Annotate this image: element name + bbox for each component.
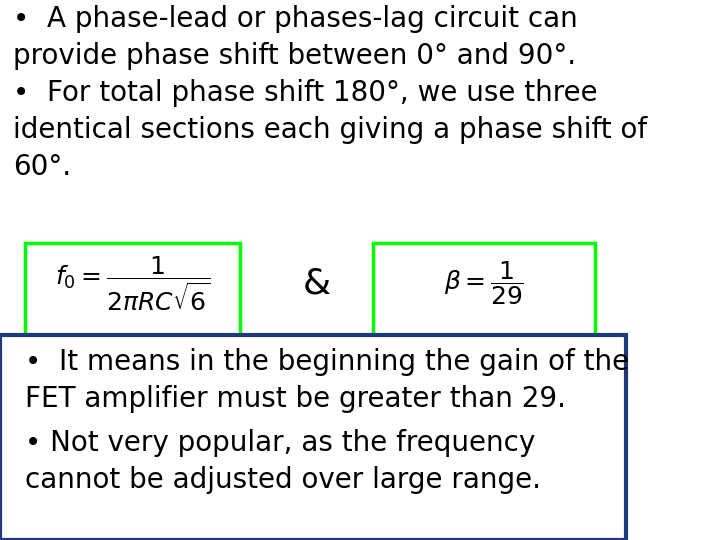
FancyBboxPatch shape <box>0 335 626 540</box>
Text: • Not very popular, as the frequency
cannot be adjusted over large range.: • Not very popular, as the frequency can… <box>25 429 541 494</box>
Text: $\beta = \dfrac{1}{29}$: $\beta = \dfrac{1}{29}$ <box>444 260 524 307</box>
Text: $f_0 = \dfrac{1}{2\pi RC\sqrt{6}}$: $f_0 = \dfrac{1}{2\pi RC\sqrt{6}}$ <box>55 254 211 313</box>
Text: •  A phase-lead or phases-lag circuit can
provide phase shift between 0° and 90°: • A phase-lead or phases-lag circuit can… <box>13 5 647 180</box>
Text: •  It means in the beginning the gain of the
FET amplifier must be greater than : • It means in the beginning the gain of … <box>25 348 629 413</box>
FancyBboxPatch shape <box>25 243 240 338</box>
FancyBboxPatch shape <box>373 243 595 338</box>
Text: &: & <box>302 267 330 300</box>
